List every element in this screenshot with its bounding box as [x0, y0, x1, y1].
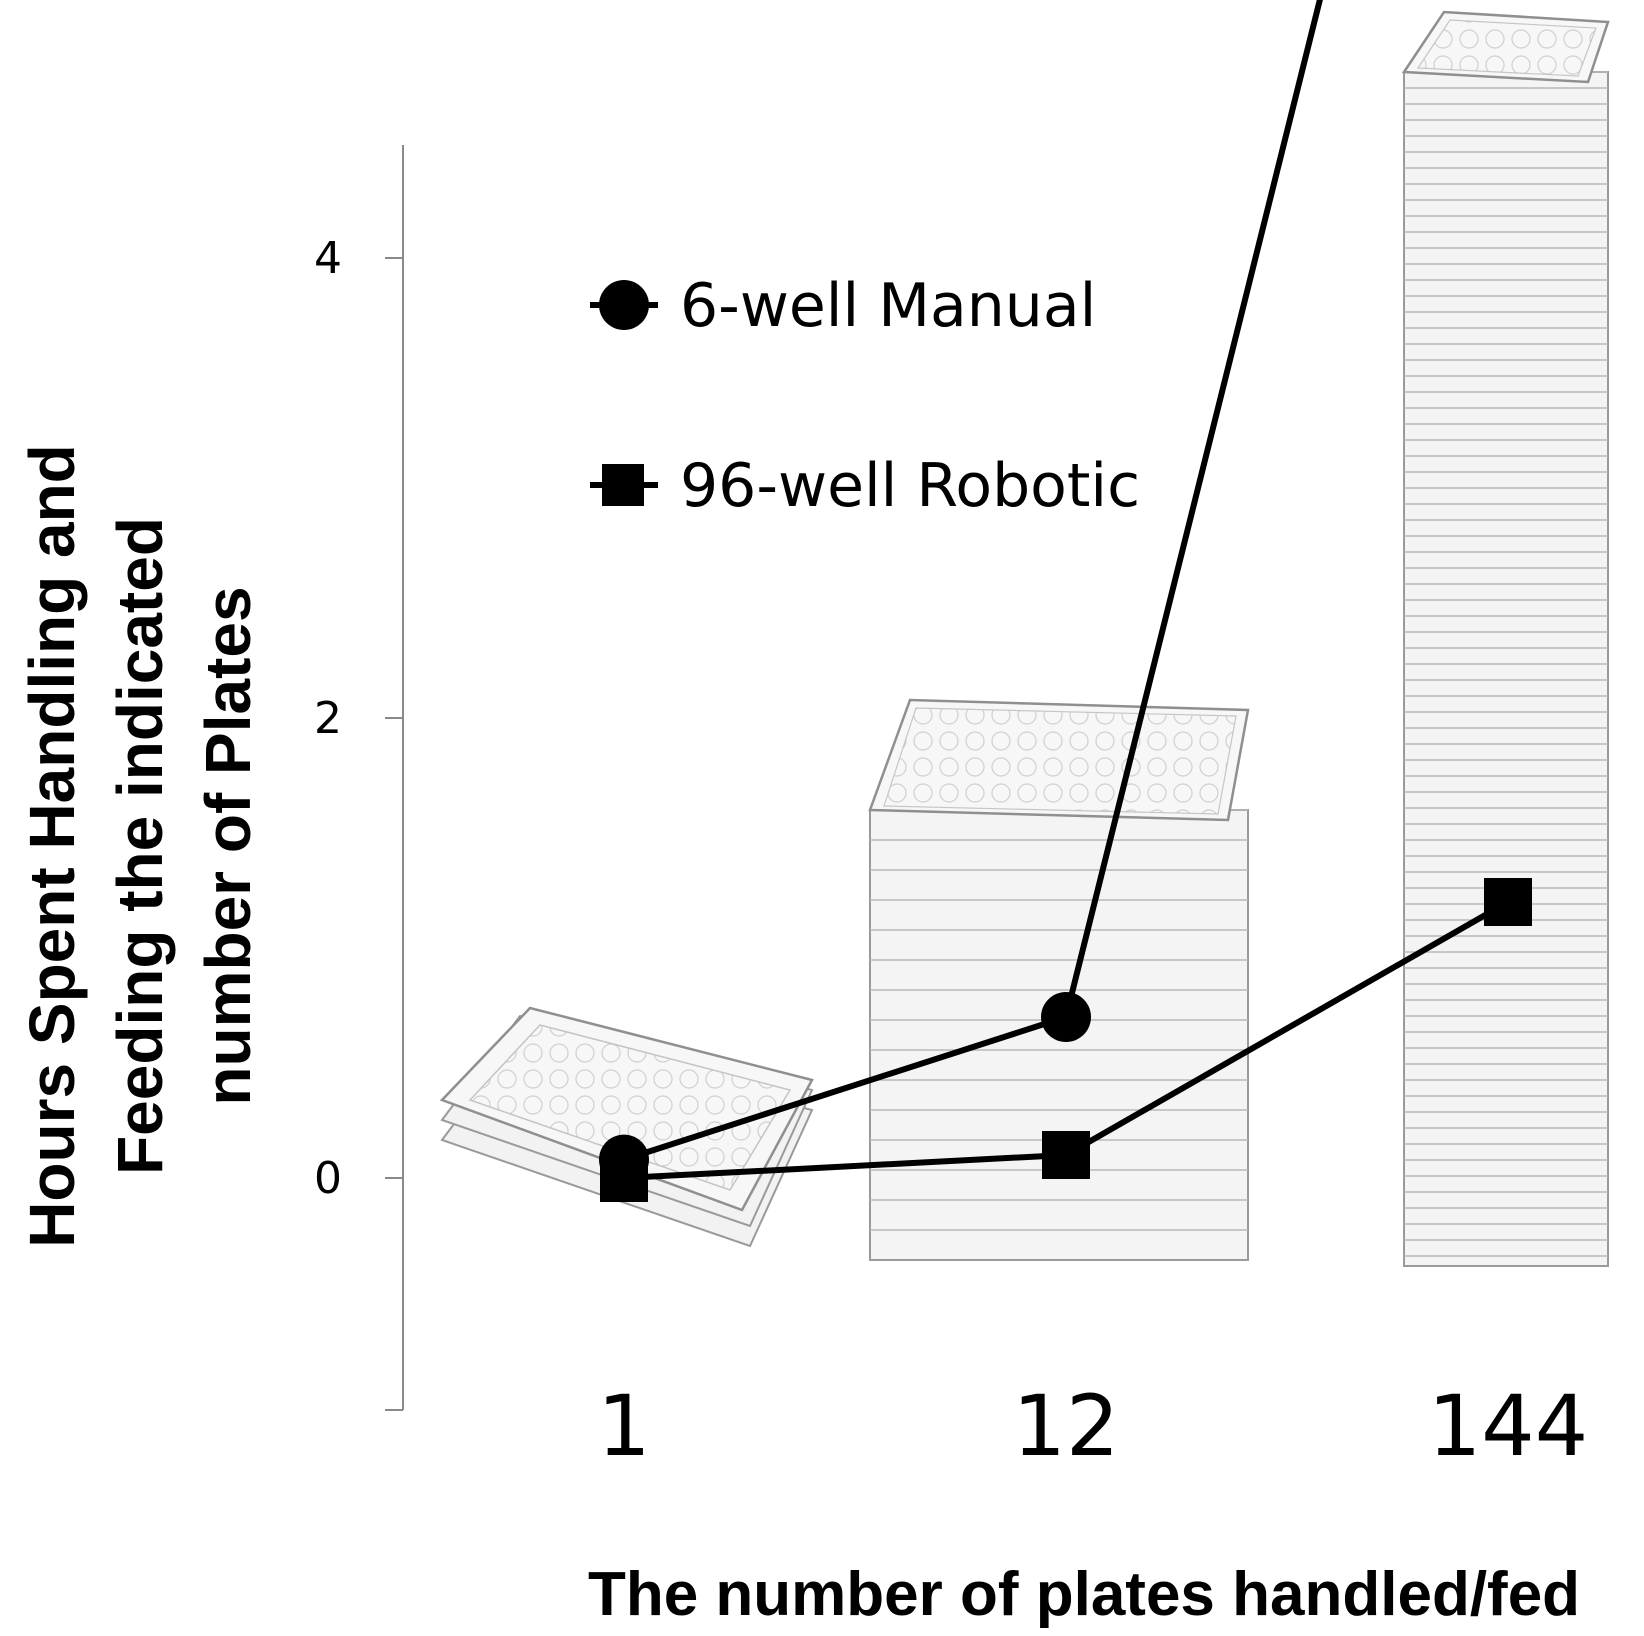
- legend-square-marker: [602, 464, 644, 506]
- plate-wells: [883, 707, 1237, 815]
- y-axis-title-line-1: Hours Spent Handling and: [16, 444, 88, 1248]
- data-point-robotic: [600, 1154, 648, 1202]
- legend-circle-marker: [599, 280, 649, 330]
- plate-wells: [1416, 19, 1597, 77]
- plate-stack-face: [869, 809, 1249, 1261]
- series-layer: [599, 0, 1532, 1202]
- plate-stack-1: [439, 1006, 814, 1248]
- y-axis-title-line-3: number of Plates: [192, 586, 264, 1105]
- legend-label-robotic: 96-well Robotic: [680, 451, 1140, 521]
- x-category-label: 144: [1428, 1377, 1588, 1475]
- y-tick-label: 2: [314, 693, 342, 744]
- legend: 6-well Manual 96-well Robotic: [590, 271, 1140, 521]
- data-point-robotic: [1042, 1131, 1090, 1179]
- y-axis-title-line-2: Feeding the indicated: [104, 517, 176, 1175]
- x-category-label: 1: [597, 1377, 650, 1475]
- y-axis-ticks: 02468: [314, 233, 403, 1411]
- x-axis-categories: 1 12 144: [597, 1377, 1588, 1475]
- y-axis-title: Hours Spent Handling and Feeding the ind…: [16, 444, 264, 1248]
- plate-stack-face: [1403, 71, 1609, 1267]
- legend-label-manual: 6-well Manual: [680, 271, 1096, 341]
- plate-stack-144: [1401, 10, 1610, 1267]
- y-tick-label: 0: [314, 1153, 342, 1204]
- data-point-manual: [1041, 992, 1091, 1042]
- legend-item-robotic: 96-well Robotic: [590, 451, 1140, 521]
- data-point-robotic: [1484, 878, 1532, 926]
- legend-item-manual: 6-well Manual: [590, 271, 1096, 341]
- y-tick-label: 4: [314, 233, 342, 284]
- x-axis-title: The number of plates handled/fed: [588, 1560, 1580, 1629]
- plate-stack-12: [868, 698, 1250, 1261]
- plate-stacks-illustration: [439, 10, 1610, 1267]
- x-category-label: 12: [1013, 1377, 1120, 1475]
